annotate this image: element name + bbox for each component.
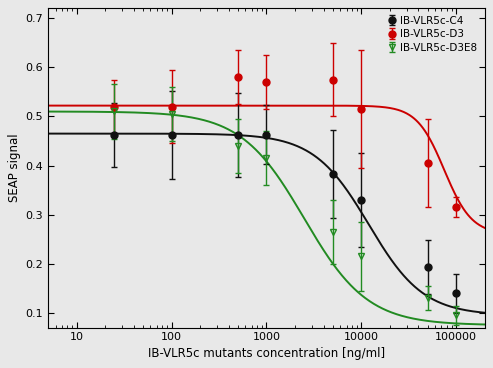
Legend: IB-VLR5c-C4, IB-VLR5c-D3, IB-VLR5c-D3E8: IB-VLR5c-C4, IB-VLR5c-D3, IB-VLR5c-D3E8 xyxy=(386,14,480,55)
Y-axis label: SEAP signal: SEAP signal xyxy=(8,134,21,202)
X-axis label: IB-VLR5c mutants concentration [ng/ml]: IB-VLR5c mutants concentration [ng/ml] xyxy=(148,347,385,360)
